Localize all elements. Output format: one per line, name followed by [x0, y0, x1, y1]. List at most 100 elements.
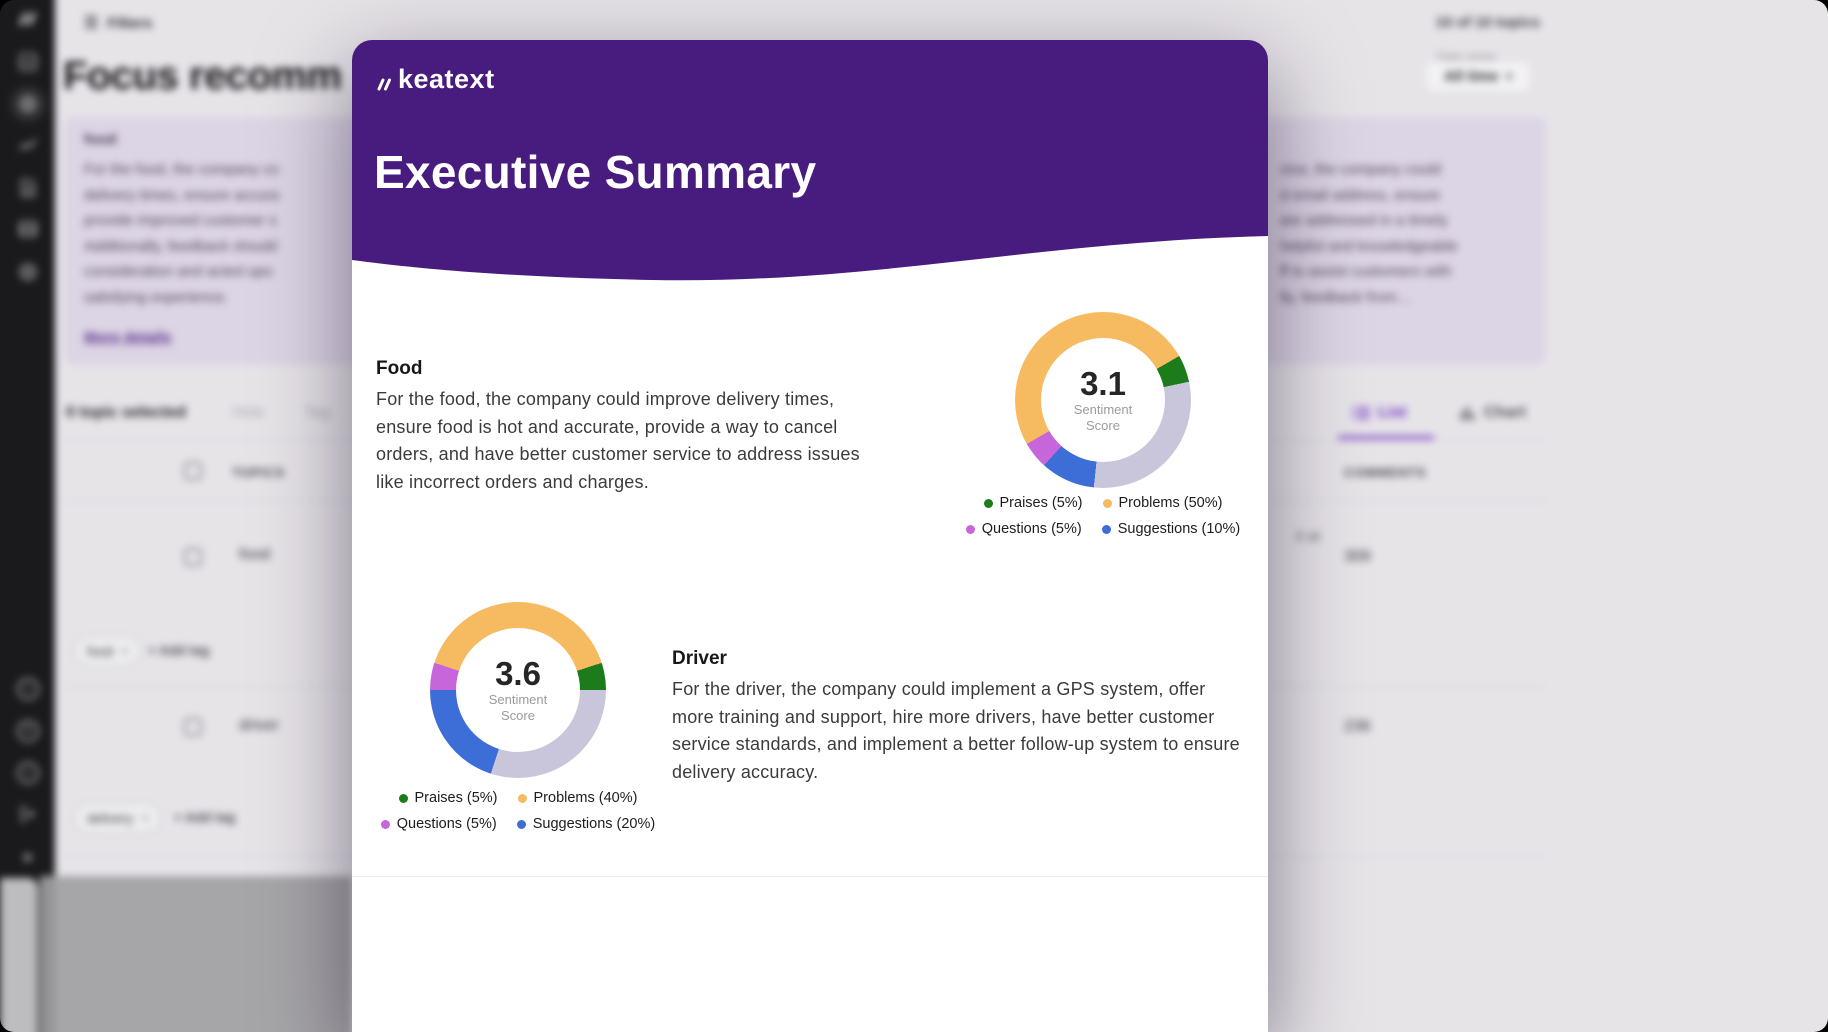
- remove-tag-icon[interactable]: ✕: [120, 645, 130, 658]
- tag-pill[interactable]: food ✕: [74, 636, 141, 666]
- topic-cell[interactable]: food: [239, 546, 271, 563]
- filters-button[interactable]: ☰ Filters: [84, 13, 152, 33]
- page-title: Focus recomm: [63, 54, 342, 98]
- alert-icon[interactable]: !: [16, 678, 39, 700]
- filters-label: Filters: [107, 14, 153, 32]
- card-text-line: For the food, the company co: [84, 161, 280, 178]
- modal-section-divider: [352, 876, 1268, 877]
- recommendations-icon[interactable]: [9, 86, 46, 122]
- sentiment-score-label: Sentiment: [488, 692, 548, 707]
- hide-button[interactable]: Hide: [232, 404, 265, 421]
- row-checkbox[interactable]: [184, 548, 202, 566]
- modal-title: Executive Summary: [374, 145, 817, 198]
- help-icon[interactable]: ?: [16, 720, 39, 742]
- card-text-line: are addressed in a timely: [1280, 212, 1448, 229]
- legend-label: Problems (50%): [1118, 495, 1223, 511]
- legend-item: Problems (40%): [517, 790, 638, 806]
- legend-label: Questions (5%): [396, 816, 497, 832]
- sentiment-score-label: Score: [501, 708, 535, 723]
- card-text-line: consideration and acted upo: [84, 263, 273, 280]
- tag-pill[interactable]: delivery ✕: [74, 803, 161, 833]
- legend-item: Questions (5%): [965, 521, 1082, 537]
- sentiment-score-label: Sentiment: [1073, 402, 1133, 417]
- table-icon[interactable]: [18, 220, 38, 238]
- donut-center: 3.6 Sentiment Score: [456, 628, 580, 752]
- list-label: List: [1378, 404, 1407, 421]
- collapse-glyph: »: [21, 846, 34, 868]
- sentiment-donut-driver: 3.6 Sentiment Score: [430, 602, 606, 778]
- keatext-logo-icon[interactable]: [17, 10, 39, 28]
- remove-tag-icon[interactable]: ✕: [140, 812, 150, 825]
- legend-dot: [1101, 524, 1111, 534]
- legend-food: Praises (5%) Problems (50%) Questions (5…: [903, 495, 1268, 537]
- legend-label: Problems (40%): [533, 790, 638, 806]
- topic-cell[interactable]: driver: [239, 717, 280, 734]
- sentiment-score-value: 3.6: [495, 655, 541, 692]
- collapse-sidebar-icon[interactable]: »: [22, 846, 33, 869]
- select-all-checkbox[interactable]: [184, 462, 202, 480]
- card-text: vice, the company could d email address,…: [1280, 157, 1458, 310]
- legend-dot: [983, 498, 993, 508]
- date-range-dropdown[interactable]: All time ▾: [1424, 60, 1532, 93]
- sidebar: ! ? i »: [0, 0, 55, 1032]
- document-icon[interactable]: [19, 178, 37, 198]
- add-tag-button[interactable]: + Add tag: [174, 810, 236, 825]
- card-text-line: provide improved customer s: [84, 212, 277, 229]
- alert-glyph: !: [16, 678, 39, 700]
- card-text-line: satisfying experience.: [84, 288, 229, 306]
- sidebar-rail: ! ? i »: [0, 0, 55, 1032]
- logout-icon[interactable]: [18, 804, 38, 824]
- info-icon[interactable]: i: [16, 762, 39, 784]
- card-text-line: helpful and knowledgeable: [1280, 237, 1458, 255]
- legend-dot: [380, 819, 390, 829]
- modal-header: [352, 40, 1268, 230]
- row-checkbox[interactable]: [184, 718, 202, 736]
- topics-count: 10 of 10 topics: [1435, 14, 1540, 31]
- tag-button[interactable]: Tag: [304, 404, 330, 421]
- legend-dot: [1102, 498, 1112, 508]
- legend-dot: [398, 793, 408, 803]
- legend-item: Suggestions (20%): [516, 816, 656, 832]
- date-range-value: All time: [1444, 68, 1499, 85]
- sentiment-donut-food: 3.1 Sentiment Score: [1015, 312, 1191, 488]
- info-glyph: i: [16, 762, 39, 784]
- comments-cell: 309: [1344, 548, 1371, 565]
- more-details-link[interactable]: More details: [84, 329, 172, 346]
- legend-label: Questions (5%): [981, 521, 1082, 537]
- section-heading-driver: Driver: [672, 648, 727, 669]
- card-title: food: [84, 131, 117, 148]
- card-text-line: Additionally, feedback should: [84, 237, 278, 255]
- chevron-down-icon: ▾: [1506, 71, 1512, 83]
- legend-dot: [516, 819, 526, 829]
- scroll-handle[interactable]: [0, 878, 38, 1032]
- add-tag-button[interactable]: + Add tag: [148, 643, 210, 658]
- dashboard-icon[interactable]: [18, 52, 38, 72]
- trends-icon[interactable]: [18, 136, 38, 154]
- chart-label: Chart: [1484, 404, 1526, 421]
- brand-name: keatext: [398, 64, 495, 94]
- hamburger-icon: ☰: [84, 15, 99, 32]
- executive-summary-modal: keatext Executive Summary Food For the f…: [352, 40, 1268, 1032]
- legend-item: Praises (5%): [983, 495, 1083, 511]
- legend-label: Suggestions (20%): [532, 816, 656, 832]
- selected-topics-count: 0 topic selected: [66, 404, 187, 421]
- view-toggle-list[interactable]: List: [1352, 404, 1406, 422]
- donut-center: 3.1 Sentiment Score: [1041, 338, 1165, 462]
- target-icon[interactable]: [18, 262, 38, 282]
- section-heading-food: Food: [376, 358, 423, 379]
- legend-label: Praises (5%): [999, 495, 1083, 511]
- legend-item: Questions (5%): [380, 816, 497, 832]
- legend-dot: [965, 524, 975, 534]
- view-toggle-chart[interactable]: Chart: [1460, 404, 1526, 422]
- comments-cell: 236: [1344, 718, 1371, 735]
- keatext-logo-mark-icon: [377, 78, 391, 91]
- section-text-food: For the food, the company could improve …: [376, 389, 860, 492]
- card-text-line: d email address, ensure: [1280, 186, 1441, 204]
- sentiment-score-label: Score: [1086, 418, 1120, 433]
- legend-item: Suggestions (10%): [1101, 521, 1240, 537]
- keatext-logo: keatext: [376, 66, 495, 93]
- legend-driver: Praises (5%) Problems (40%) Questions (5…: [352, 790, 718, 832]
- card-text-line: ff to assist customers with: [1280, 263, 1452, 280]
- tag-label: food: [87, 643, 114, 659]
